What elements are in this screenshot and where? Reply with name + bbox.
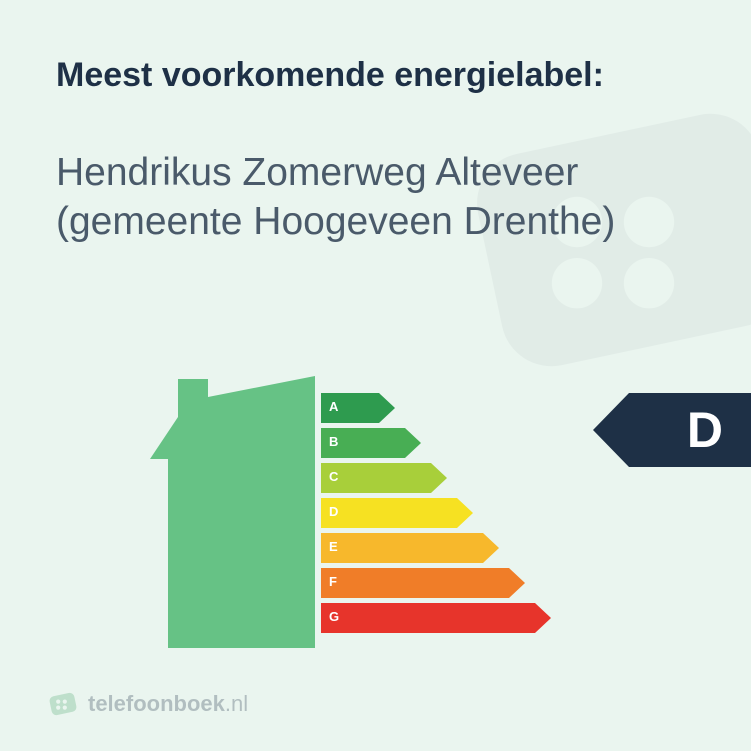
bar-label: C (329, 469, 338, 484)
phone-dial-icon (48, 689, 78, 719)
location-text: Hendrikus Zomerweg Alteveer (gemeente Ho… (56, 149, 695, 247)
rating-letter: D (687, 401, 723, 459)
bar-label: B (329, 434, 338, 449)
bar-label: A (329, 399, 338, 414)
bar-label: E (329, 539, 338, 554)
rating-badge: D (629, 393, 751, 467)
house-icon (150, 376, 320, 648)
footer-brand: telefoonboek.nl (88, 691, 248, 717)
footer-logo: telefoonboek.nl (48, 689, 248, 719)
bar-label: D (329, 504, 338, 519)
page-title: Meest voorkomende energielabel: (56, 56, 695, 95)
bar-label: G (329, 609, 339, 624)
bar-label: F (329, 574, 337, 589)
